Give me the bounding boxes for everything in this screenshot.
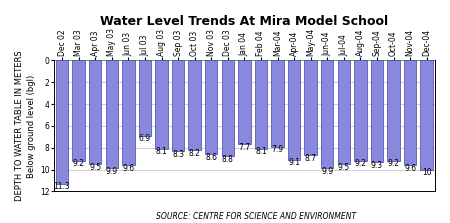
Bar	[172, 60, 184, 151]
Bar	[89, 60, 101, 164]
Bar	[371, 60, 383, 162]
Text: 9.6: 9.6	[122, 164, 135, 173]
Bar	[387, 60, 400, 161]
Text: 7.9: 7.9	[271, 145, 284, 154]
Text: 9.1: 9.1	[288, 158, 300, 167]
Text: SOURCE: CENTRE FOR SCIENCE AND ENVIRONMENT: SOURCE: CENTRE FOR SCIENCE AND ENVIRONME…	[157, 212, 356, 221]
Text: 9.9: 9.9	[106, 167, 118, 176]
Text: 9.2: 9.2	[355, 159, 366, 169]
Bar	[305, 60, 317, 155]
Text: 10: 10	[422, 168, 432, 177]
Text: 9.9: 9.9	[321, 167, 333, 176]
Bar	[139, 60, 151, 136]
Bar	[288, 60, 300, 160]
Bar	[420, 60, 433, 169]
Text: 9.6: 9.6	[404, 164, 416, 173]
Y-axis label: DEPTH TO WATER TABLE IN METERS
Below ground level (bgl): DEPTH TO WATER TABLE IN METERS Below gro…	[15, 51, 36, 201]
Bar	[255, 60, 267, 149]
Title: Water Level Trends At Mira Model School: Water Level Trends At Mira Model School	[100, 15, 388, 28]
Text: 8.1: 8.1	[255, 147, 267, 157]
Bar	[354, 60, 367, 161]
Text: 6.9: 6.9	[139, 134, 151, 143]
Bar	[72, 60, 85, 161]
Bar	[321, 60, 333, 168]
Bar	[404, 60, 416, 165]
Text: 8.7: 8.7	[305, 154, 317, 163]
Bar	[155, 60, 168, 149]
Text: 7.7: 7.7	[238, 143, 251, 152]
Bar	[189, 60, 201, 150]
Bar	[238, 60, 251, 145]
Text: 8.3: 8.3	[172, 150, 184, 159]
Text: 9.2: 9.2	[387, 159, 400, 169]
Bar	[122, 60, 135, 165]
Bar	[271, 60, 284, 147]
Bar	[221, 60, 234, 156]
Text: 8.8: 8.8	[222, 155, 234, 164]
Bar	[56, 60, 68, 184]
Text: 8.6: 8.6	[205, 153, 217, 162]
Text: 9.5: 9.5	[338, 163, 350, 172]
Text: 8.2: 8.2	[189, 149, 201, 158]
Text: 9.3: 9.3	[371, 161, 383, 169]
Text: 8.1: 8.1	[156, 147, 167, 157]
Bar	[338, 60, 350, 164]
Text: 9.5: 9.5	[89, 163, 101, 172]
Bar	[205, 60, 217, 154]
Text: 11.3: 11.3	[54, 182, 70, 191]
Text: 9.2: 9.2	[72, 159, 85, 169]
Bar	[106, 60, 118, 168]
